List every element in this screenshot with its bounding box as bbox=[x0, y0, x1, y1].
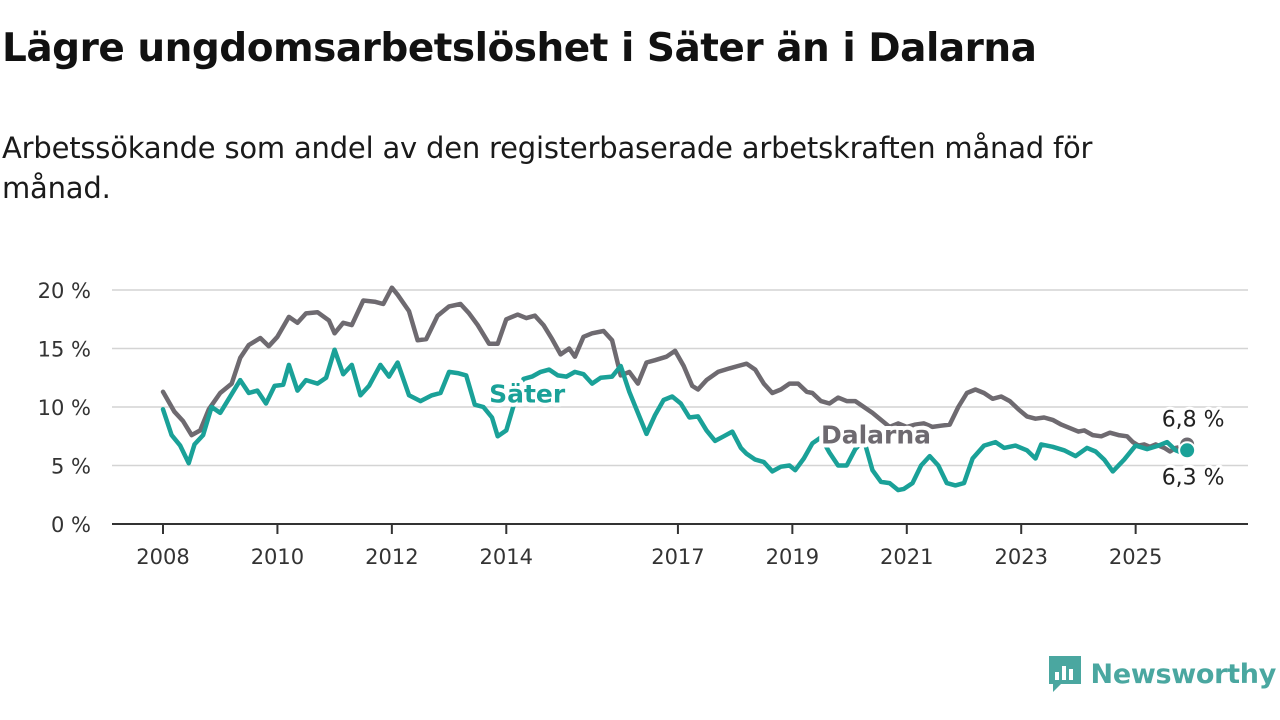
y-axis-ticks: 0 % 5 % 10 % 15 % 20 % bbox=[38, 279, 91, 537]
y-tick-label: 5 % bbox=[51, 455, 91, 479]
y-tick-label: 0 % bbox=[51, 513, 91, 537]
x-tick-label: 2023 bbox=[994, 545, 1047, 569]
x-tick-label: 2019 bbox=[766, 545, 819, 569]
series-line-dalarna bbox=[160, 285, 1190, 454]
chart-subtitle: Arbetssökande som andel av den registerb… bbox=[2, 131, 1093, 205]
gridlines bbox=[112, 289, 1248, 467]
series-label-sater: Säter bbox=[489, 379, 566, 408]
brand-logo: Newsworthy bbox=[1047, 654, 1276, 694]
end-value-label: 6,3 % bbox=[1162, 465, 1225, 490]
newsworthy-logo-icon bbox=[1048, 656, 1081, 692]
y-tick-label: 10 % bbox=[38, 396, 91, 420]
x-tick-label: 2021 bbox=[880, 545, 933, 569]
end-point-marker bbox=[1178, 441, 1197, 460]
end-value-label: 6,8 % bbox=[1162, 407, 1225, 432]
y-tick-label: 20 % bbox=[38, 279, 91, 303]
x-axis-ticks: 2008 2010 2012 2014 2017 2019 2021 2023 2025 bbox=[136, 524, 1162, 569]
series-line-sater bbox=[160, 347, 1190, 493]
chart-title: Lägre ungdomsarbetslöshet i Säter än i D… bbox=[2, 26, 1037, 71]
x-tick-label: 2008 bbox=[136, 545, 189, 569]
series-lines bbox=[160, 285, 1190, 493]
x-tick-label: 2014 bbox=[480, 545, 533, 569]
x-tick-label: 2010 bbox=[251, 545, 304, 569]
y-tick-label: 15 % bbox=[38, 338, 91, 362]
x-tick-label: 2025 bbox=[1109, 545, 1162, 569]
series-labels: Dalarna Säter 6,8 % 6,3 % bbox=[485, 375, 1227, 493]
series-label-dalarna: Dalarna bbox=[821, 420, 931, 449]
x-tick-label: 2017 bbox=[651, 545, 704, 569]
x-tick-label: 2012 bbox=[365, 545, 418, 569]
brand-name: Newsworthy bbox=[1090, 658, 1277, 690]
